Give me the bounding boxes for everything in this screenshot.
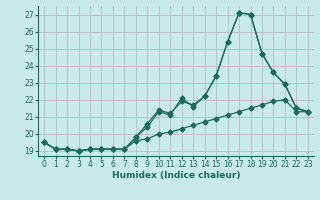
- X-axis label: Humidex (Indice chaleur): Humidex (Indice chaleur): [112, 171, 240, 180]
